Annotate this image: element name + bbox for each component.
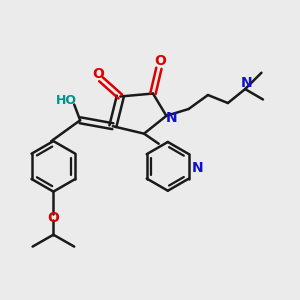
Text: N: N xyxy=(166,111,178,124)
Text: O: O xyxy=(47,211,59,225)
Text: O: O xyxy=(92,67,104,81)
Text: O: O xyxy=(154,54,166,68)
Text: N: N xyxy=(241,76,252,89)
Text: N: N xyxy=(192,161,203,175)
Text: HO: HO xyxy=(56,94,77,106)
